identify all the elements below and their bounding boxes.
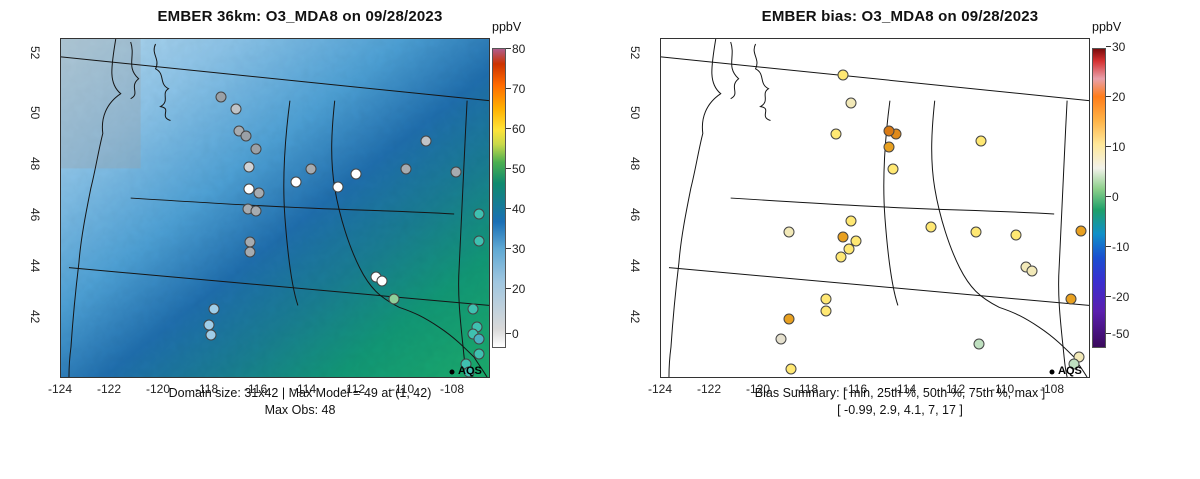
- scatter-point[interactable]: [244, 162, 255, 173]
- scatter-point[interactable]: [474, 236, 485, 247]
- scatter-point[interactable]: [209, 304, 220, 315]
- scatter-point[interactable]: [245, 247, 256, 258]
- scatter-point[interactable]: [401, 164, 412, 175]
- scatter-point[interactable]: [377, 276, 388, 287]
- scatter-point[interactable]: [846, 98, 857, 109]
- scatter-point[interactable]: [474, 334, 485, 345]
- scatter-point[interactable]: [254, 188, 265, 199]
- scatter-point[interactable]: [836, 252, 847, 263]
- left-panel: EMBER 36km: O3_MDA8 on 09/28/2023: [0, 0, 600, 479]
- left-colorbar-gradient: [492, 48, 506, 348]
- scatter-point[interactable]: [1066, 294, 1077, 305]
- scatter-point[interactable]: [926, 222, 937, 233]
- scatter-point[interactable]: [1027, 266, 1038, 277]
- right-colorbar: ppbV: [1092, 38, 1152, 378]
- aqs-marker-right[interactable]: [1050, 370, 1055, 375]
- state-borders-right: [661, 39, 1089, 377]
- scatter-point[interactable]: [786, 364, 797, 375]
- scatter-point[interactable]: [291, 177, 302, 188]
- scatter-point[interactable]: [974, 339, 985, 350]
- scatter-point[interactable]: [206, 330, 217, 341]
- scatter-point[interactable]: [241, 131, 252, 142]
- left-caption: Domain size: 31x42 | Max Model = 49 at (…: [0, 385, 600, 419]
- right-map[interactable]: AQS: [660, 38, 1090, 378]
- scatter-point[interactable]: [1076, 226, 1087, 237]
- scatter-point[interactable]: [784, 314, 795, 325]
- scatter-point[interactable]: [351, 169, 362, 180]
- left-colorbar-unit: ppbV: [492, 20, 521, 34]
- scatter-point[interactable]: [251, 206, 262, 217]
- right-caption: Bias Summary: [ min, 25th %, 50th %, 75t…: [600, 385, 1200, 419]
- left-colorbar: ppbV: [492, 38, 552, 378]
- scatter-point[interactable]: [884, 142, 895, 153]
- scatter-point[interactable]: [1011, 230, 1022, 241]
- aqs-label: AQS: [458, 365, 482, 377]
- scatter-point[interactable]: [884, 126, 895, 137]
- aqs-label-right: AQS: [1058, 365, 1082, 377]
- right-panel: EMBER bias: O3_MDA8 on 09/28/2023: [600, 0, 1200, 479]
- right-colorbar-gradient: [1092, 48, 1106, 348]
- scatter-point[interactable]: [846, 216, 857, 227]
- scatter-point[interactable]: [821, 306, 832, 317]
- scatter-point[interactable]: [474, 209, 485, 220]
- right-colorbar-unit: ppbV: [1092, 20, 1121, 34]
- scatter-point[interactable]: [838, 232, 849, 243]
- scatter-point[interactable]: [831, 129, 842, 140]
- scatter-point[interactable]: [776, 334, 787, 345]
- scatter-point[interactable]: [821, 294, 832, 305]
- aqs-marker[interactable]: [450, 370, 455, 375]
- scatter-point[interactable]: [333, 182, 344, 193]
- scatter-point[interactable]: [421, 136, 432, 147]
- scatter-point[interactable]: [306, 164, 317, 175]
- scatter-point[interactable]: [216, 92, 227, 103]
- scatter-point[interactable]: [838, 70, 849, 81]
- left-map[interactable]: AQS: [60, 38, 490, 378]
- scatter-point[interactable]: [468, 304, 479, 315]
- scatter-point[interactable]: [231, 104, 242, 115]
- scatter-point[interactable]: [251, 144, 262, 155]
- scatter-point[interactable]: [888, 164, 899, 175]
- scatter-point[interactable]: [976, 136, 987, 147]
- scatter-point[interactable]: [474, 349, 485, 360]
- scatter-point[interactable]: [971, 227, 982, 238]
- scatter-point[interactable]: [451, 167, 462, 178]
- scatter-point[interactable]: [389, 294, 400, 305]
- state-borders: [61, 39, 489, 377]
- scatter-point[interactable]: [784, 227, 795, 238]
